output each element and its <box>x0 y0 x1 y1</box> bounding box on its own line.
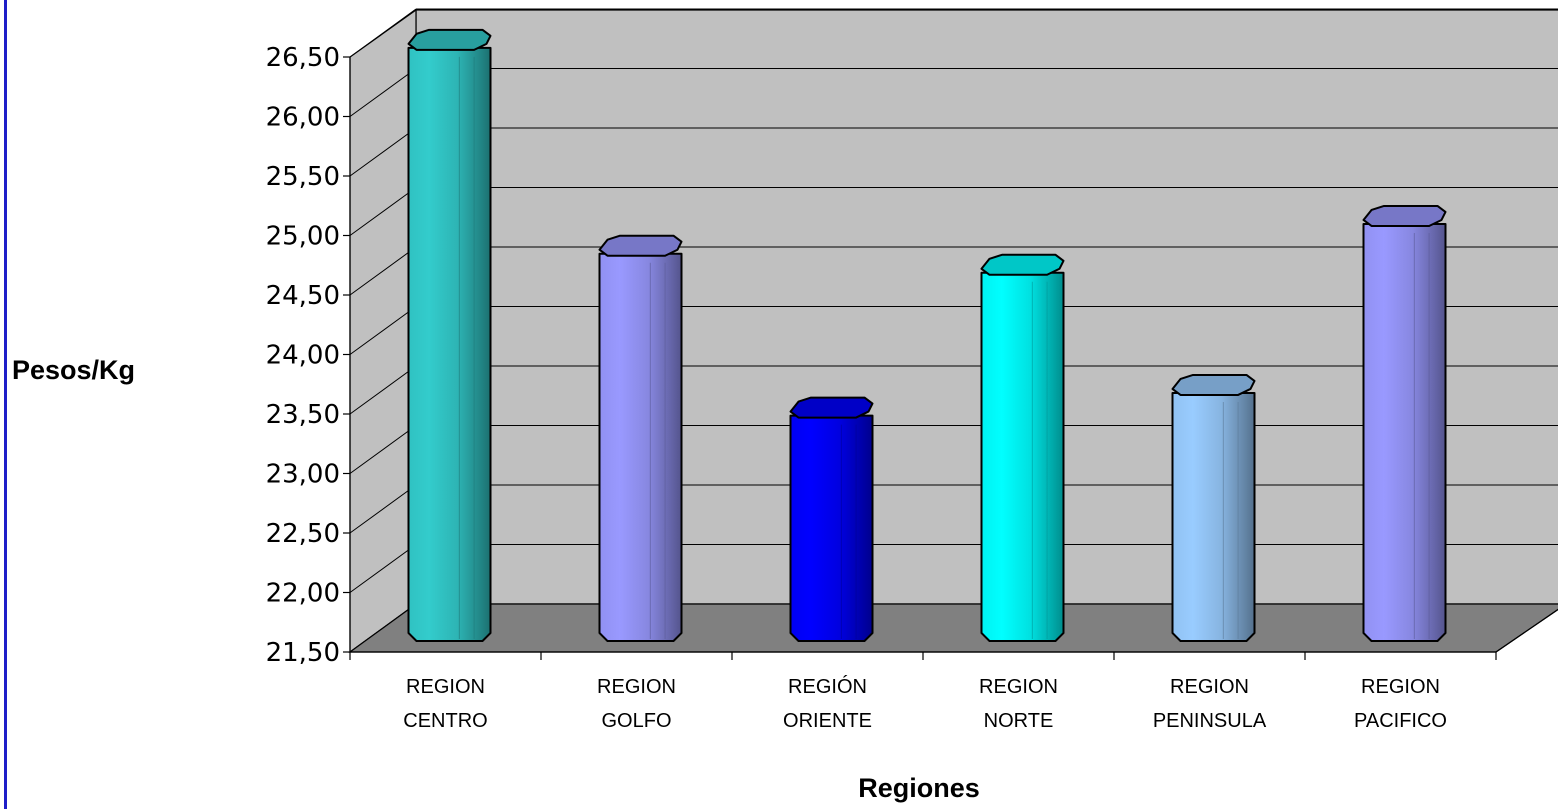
y-tick-label: 22,00 <box>266 579 340 609</box>
bar <box>1362 204 1447 642</box>
y-tick-label: 26,50 <box>266 43 340 73</box>
bar-body <box>598 252 683 642</box>
bar-cap <box>789 396 874 419</box>
bar <box>598 234 683 642</box>
gridline-side <box>349 484 417 534</box>
bar-cap <box>1171 373 1256 396</box>
gridline-side <box>349 187 417 236</box>
gridline-side <box>349 246 417 296</box>
bar-body <box>980 271 1065 642</box>
y-tick-label: 24,50 <box>266 281 340 311</box>
gridline-side <box>349 306 417 355</box>
x-tick-label: REGIÓN ORIENTE <box>783 675 872 732</box>
gridline-side <box>349 425 417 474</box>
y-axis-title: Pesos/Kg <box>12 355 135 385</box>
bar-body <box>789 414 874 642</box>
y-tick-label: 26,00 <box>266 103 340 133</box>
bar-cap <box>598 234 683 257</box>
bar-cap <box>1362 204 1447 227</box>
y-tick-label: 23,00 <box>266 460 340 490</box>
y-tick-label: 25,00 <box>266 222 340 252</box>
y-tick-label: 25,50 <box>266 162 340 192</box>
floor-edge <box>1495 608 1558 653</box>
bar-body <box>1171 391 1256 642</box>
bar <box>1171 373 1256 642</box>
x-tick-label: REGION CENTRO <box>403 676 487 732</box>
gridline-side <box>349 365 417 415</box>
bars <box>407 28 1447 642</box>
left-border <box>4 0 7 809</box>
gridline-side <box>349 8 417 58</box>
gridline-side <box>349 544 417 593</box>
x-tick-label: REGION PACIFICO <box>1354 676 1447 732</box>
bar-cap <box>980 253 1065 276</box>
y-tick-label: 22,50 <box>266 519 340 549</box>
gridline-side <box>349 68 417 117</box>
y-tick-label: 21,50 <box>266 638 340 668</box>
gridline-side <box>349 127 417 177</box>
bar <box>407 28 492 642</box>
y-tick-labels: 21,50 22,00 22,50 23,00 23,50 24,00 24,50 25,00… <box>266 43 340 668</box>
x-axis-title: Regiones <box>858 773 980 803</box>
bar-cap <box>407 28 492 51</box>
x-tick-label: REGION GOLFO <box>597 676 676 732</box>
bar <box>789 396 874 642</box>
y-tick-label: 24,00 <box>266 341 340 371</box>
x-tick-label: REGION PENINSULA <box>1153 676 1267 732</box>
bar-body <box>407 46 492 642</box>
bar-body <box>1362 222 1447 642</box>
bar <box>980 253 1065 642</box>
y-tick-label: 23,50 <box>266 400 340 430</box>
x-tick-labels: REGION CENTRO REGION GOLFO REGIÓN ORIENTE REGI… <box>403 675 1447 732</box>
y-axis <box>343 56 351 653</box>
x-tick-label: REGION NORTE <box>979 676 1058 732</box>
x-axis <box>349 608 1558 660</box>
